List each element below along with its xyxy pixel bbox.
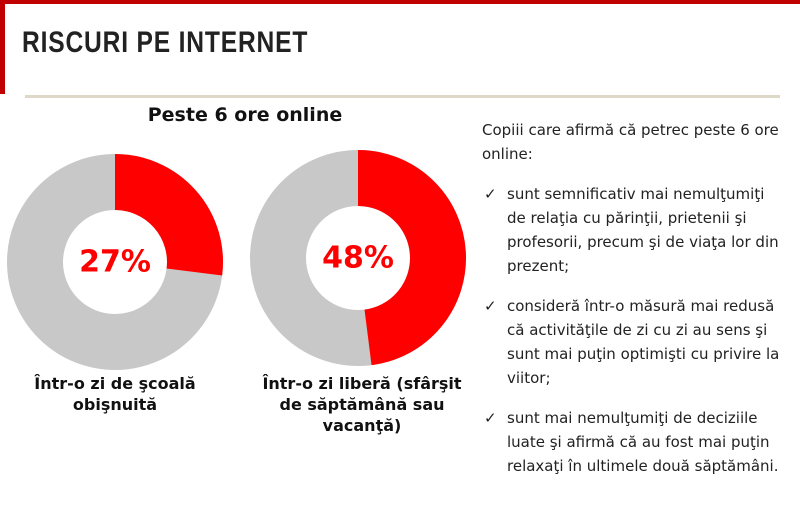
side-text: Copiii care afirmă că petrec peste 6 ore… [482, 118, 782, 478]
caption: Într-o zi de şcoală obişnuită [34, 374, 196, 414]
value-label: 27% [79, 245, 151, 280]
divider [25, 95, 780, 98]
caption: Într-o zi liberă (sfârşit de săptămână s… [262, 374, 462, 435]
donut-segment [113, 154, 223, 276]
intro: Copiii care afirmă că petrec peste 6 ore… [482, 121, 779, 163]
bullet: sunt semnificativ mai nemulţumiţi de rel… [482, 182, 782, 278]
donut-segment [356, 150, 466, 366]
slide-title: RISCURI PE INTERNET [22, 26, 309, 59]
bullet: sunt mai nemulţumiţi de deciziile luate … [482, 406, 782, 478]
charts: 27% 48% [7, 150, 466, 370]
bullet: consideră într-o măsură mai redusă că ac… [482, 294, 782, 390]
bullet-list: sunt semnificativ mai nemulţumiţi de rel… [482, 182, 782, 478]
top-bar [0, 0, 800, 4]
side-bar [0, 4, 5, 94]
charts-title: Peste 6 ore online [147, 104, 343, 126]
value-label: 48% [322, 241, 394, 276]
